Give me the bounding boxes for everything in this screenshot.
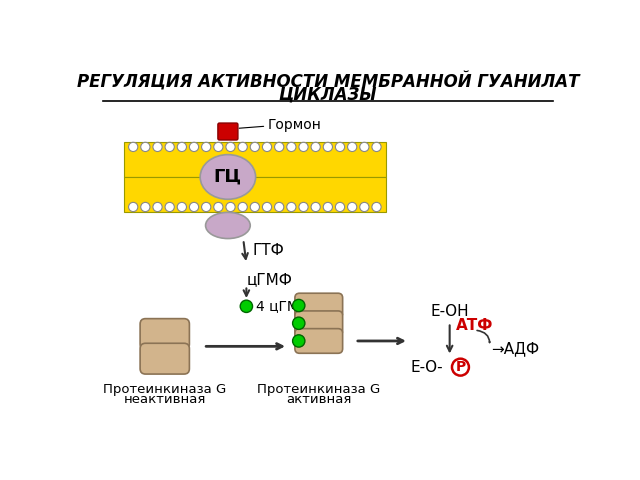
Circle shape [214, 142, 223, 152]
Text: →АДФ: →АДФ [492, 341, 540, 356]
Circle shape [129, 142, 138, 152]
Circle shape [311, 142, 320, 152]
Circle shape [292, 300, 305, 312]
Circle shape [323, 203, 332, 212]
Circle shape [238, 203, 247, 212]
Text: Е-ОН: Е-ОН [430, 304, 469, 319]
Circle shape [238, 142, 247, 152]
Circle shape [275, 142, 284, 152]
Text: активная: активная [286, 393, 351, 406]
Circle shape [153, 203, 162, 212]
Circle shape [299, 142, 308, 152]
Circle shape [141, 142, 150, 152]
Text: РЕГУЛЯЦИЯ АКТИВНОСТИ МЕМБРАННОЙ ГУАНИЛАТ: РЕГУЛЯЦИЯ АКТИВНОСТИ МЕМБРАННОЙ ГУАНИЛАТ [77, 72, 579, 90]
FancyBboxPatch shape [295, 293, 342, 318]
Text: ЦИКЛАЗЫ: ЦИКЛАЗЫ [279, 85, 377, 103]
Circle shape [226, 142, 235, 152]
Circle shape [262, 142, 271, 152]
Text: неактивная: неактивная [124, 393, 206, 406]
Circle shape [287, 203, 296, 212]
FancyBboxPatch shape [218, 123, 238, 140]
FancyBboxPatch shape [295, 311, 342, 336]
FancyBboxPatch shape [140, 319, 189, 349]
FancyBboxPatch shape [295, 329, 342, 353]
Circle shape [287, 142, 296, 152]
FancyArrowPatch shape [477, 330, 490, 343]
Circle shape [292, 317, 305, 329]
Circle shape [189, 142, 198, 152]
Circle shape [311, 203, 320, 212]
Bar [124, 177, 386, 212]
Bar [124, 142, 386, 177]
Text: АТФ: АТФ [456, 318, 493, 333]
Text: ГЦ: ГЦ [214, 168, 242, 186]
Circle shape [240, 300, 253, 312]
Text: Протеинкиназа G: Протеинкиназа G [103, 383, 227, 396]
FancyBboxPatch shape [140, 343, 189, 374]
Ellipse shape [205, 212, 250, 239]
Circle shape [202, 142, 211, 152]
Circle shape [177, 203, 186, 212]
Circle shape [177, 142, 186, 152]
Circle shape [360, 203, 369, 212]
Circle shape [165, 142, 174, 152]
Circle shape [372, 142, 381, 152]
Circle shape [141, 203, 150, 212]
Text: ГТФ: ГТФ [253, 242, 284, 258]
Ellipse shape [200, 155, 255, 199]
Circle shape [335, 203, 344, 212]
Circle shape [348, 203, 356, 212]
Circle shape [299, 203, 308, 212]
Circle shape [335, 142, 344, 152]
Circle shape [189, 203, 198, 212]
Text: Протеинкиназа G: Протеинкиназа G [257, 383, 380, 396]
Circle shape [275, 203, 284, 212]
Circle shape [214, 203, 223, 212]
Circle shape [372, 203, 381, 212]
Circle shape [292, 335, 305, 347]
Circle shape [348, 142, 356, 152]
Circle shape [250, 142, 259, 152]
Circle shape [153, 142, 162, 152]
Circle shape [202, 203, 211, 212]
Circle shape [129, 203, 138, 212]
Circle shape [360, 142, 369, 152]
Circle shape [250, 203, 259, 212]
Text: Е-О-: Е-О- [411, 360, 444, 374]
Circle shape [323, 142, 332, 152]
Circle shape [452, 359, 469, 376]
Text: цГМФ: цГМФ [246, 272, 292, 287]
Text: 4 цГМФ: 4 цГМФ [257, 300, 312, 313]
Circle shape [226, 203, 235, 212]
Text: Р: Р [455, 360, 465, 374]
Text: Гормон: Гормон [268, 119, 322, 132]
Circle shape [262, 203, 271, 212]
Circle shape [165, 203, 174, 212]
